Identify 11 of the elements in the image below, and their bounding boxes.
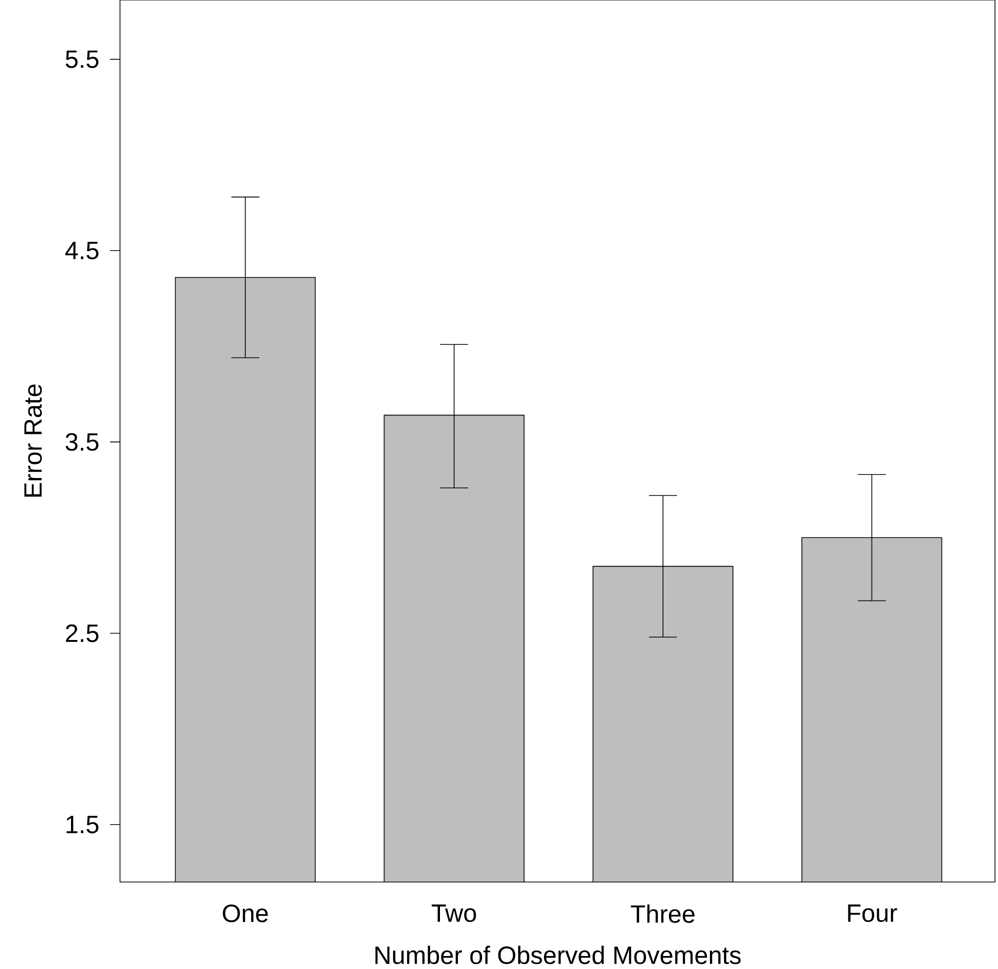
y-tick-label: 5.5 bbox=[66, 50, 98, 68]
x-tick-label: Four bbox=[848, 904, 898, 922]
y-tick-label: 1.5 bbox=[66, 816, 98, 834]
y-tick-label: 3.5 bbox=[66, 433, 98, 451]
x-tick-label: One bbox=[222, 904, 268, 922]
y-tick-label: 2.5 bbox=[66, 624, 98, 642]
x-tick-label: Three bbox=[630, 904, 695, 923]
y-axis-title: Error Rate bbox=[24, 384, 42, 497]
x-tick-label: Two bbox=[432, 904, 476, 922]
y-tick-label: 4.5 bbox=[65, 242, 98, 260]
x-axis-title: Number of Observed Movements bbox=[375, 946, 741, 964]
